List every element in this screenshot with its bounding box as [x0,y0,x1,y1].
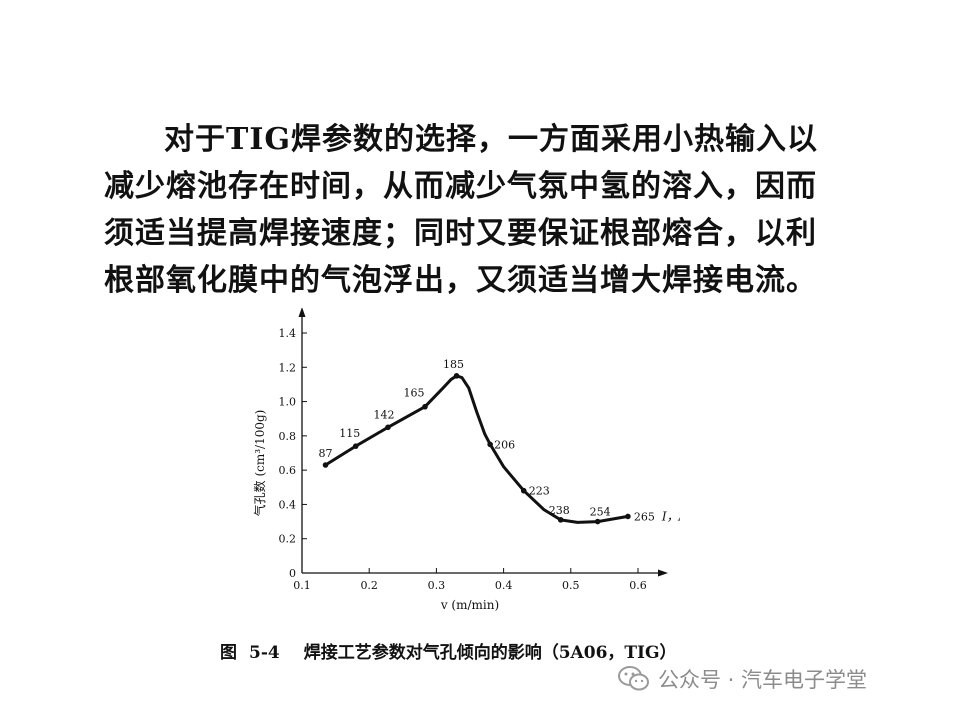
data-point-label: 223 [529,485,550,498]
caption-figure-number: 5-4 [249,643,280,663]
y-axis-label: 气孔数 (cm³/100g) [252,410,267,517]
data-point [322,462,329,468]
watermark-text: 公众号 · 汽车电子学堂 [658,668,868,692]
data-point-label: 165 [403,387,424,400]
porosity-chart: 0.1 0.2 0.3 0.4 0.5 0.6 0 0.2 0.4 0.6 0.8 1.0 1.2 1.4… [252,308,680,612]
data-point [557,517,564,523]
data-point [520,487,527,494]
data-point-label: 206 [494,438,515,451]
y-tick-label: 0.6 [279,464,297,477]
x-axis-label: v (m/min) [440,598,499,612]
y-tick-label: 0.2 [279,533,297,546]
data-point-label: 254 [590,506,611,519]
data-point [385,424,391,431]
x-tick-label: 0.3 [428,579,446,592]
caption-text: 焊接工艺参数对气孔倾向的影响（5A06，TIG） [303,643,677,663]
paragraph-line: 须适当提高焊接速度；同时又要保证根部熔合，以利 [104,216,817,251]
watermark: 公众号 · 汽车电子学堂 [618,664,867,694]
x-axis-arrow [658,569,668,577]
y-tick-label: 0.8 [279,430,297,443]
paragraph-line: 对于TIG焊参数的选择，一方面采用小热输入以 [164,122,818,157]
y-tick-label: 1.4 [279,327,297,340]
figure-caption: 图 5-4 焊接工艺参数对气孔倾向的影响（5A06，TIG） [220,638,677,663]
body-paragraph: 对于TIG焊参数的选择，一方面采用小热输入以 减少熔池存在时间，从而减少气氛中氢… [104,116,874,304]
y-tick-label: 1.2 [279,361,297,374]
x-tick-label: 0.5 [562,579,580,592]
x-tick-label: 0.6 [629,579,647,592]
data-point [625,513,631,520]
data-point-label: 142 [374,408,395,421]
x-tick-label: 0.1 [293,579,311,592]
data-point [422,403,428,410]
y-axis-arrow [298,308,306,317]
data-point-label: 87 [319,447,333,460]
data-point [352,443,359,449]
point-label-title: I，A [661,509,680,523]
data-point [594,518,601,525]
data-point-label: 238 [549,504,570,517]
y-tick-label: 0.4 [279,498,297,511]
x-tick-label: 0.2 [360,579,378,592]
x-tick-label: 0.4 [495,579,512,592]
y-tick-label: 0 [289,567,296,580]
paragraph-line: 根部氧化膜中的气泡浮出，又须适当增大焊接电流。 [104,263,817,298]
data-point-label: 115 [339,427,360,440]
data-point [453,373,460,379]
wechat-icon [618,665,650,693]
data-point-label: 185 [443,358,464,371]
caption-figure-word: 图 [220,643,237,663]
y-tick-label: 1.0 [279,396,297,409]
data-point [487,441,493,448]
paragraph-line: 减少熔池存在时间，从而减少气氛中氢的溶入，因而 [104,169,817,204]
series-line [324,374,630,524]
data-point-label: 265 [634,510,655,523]
